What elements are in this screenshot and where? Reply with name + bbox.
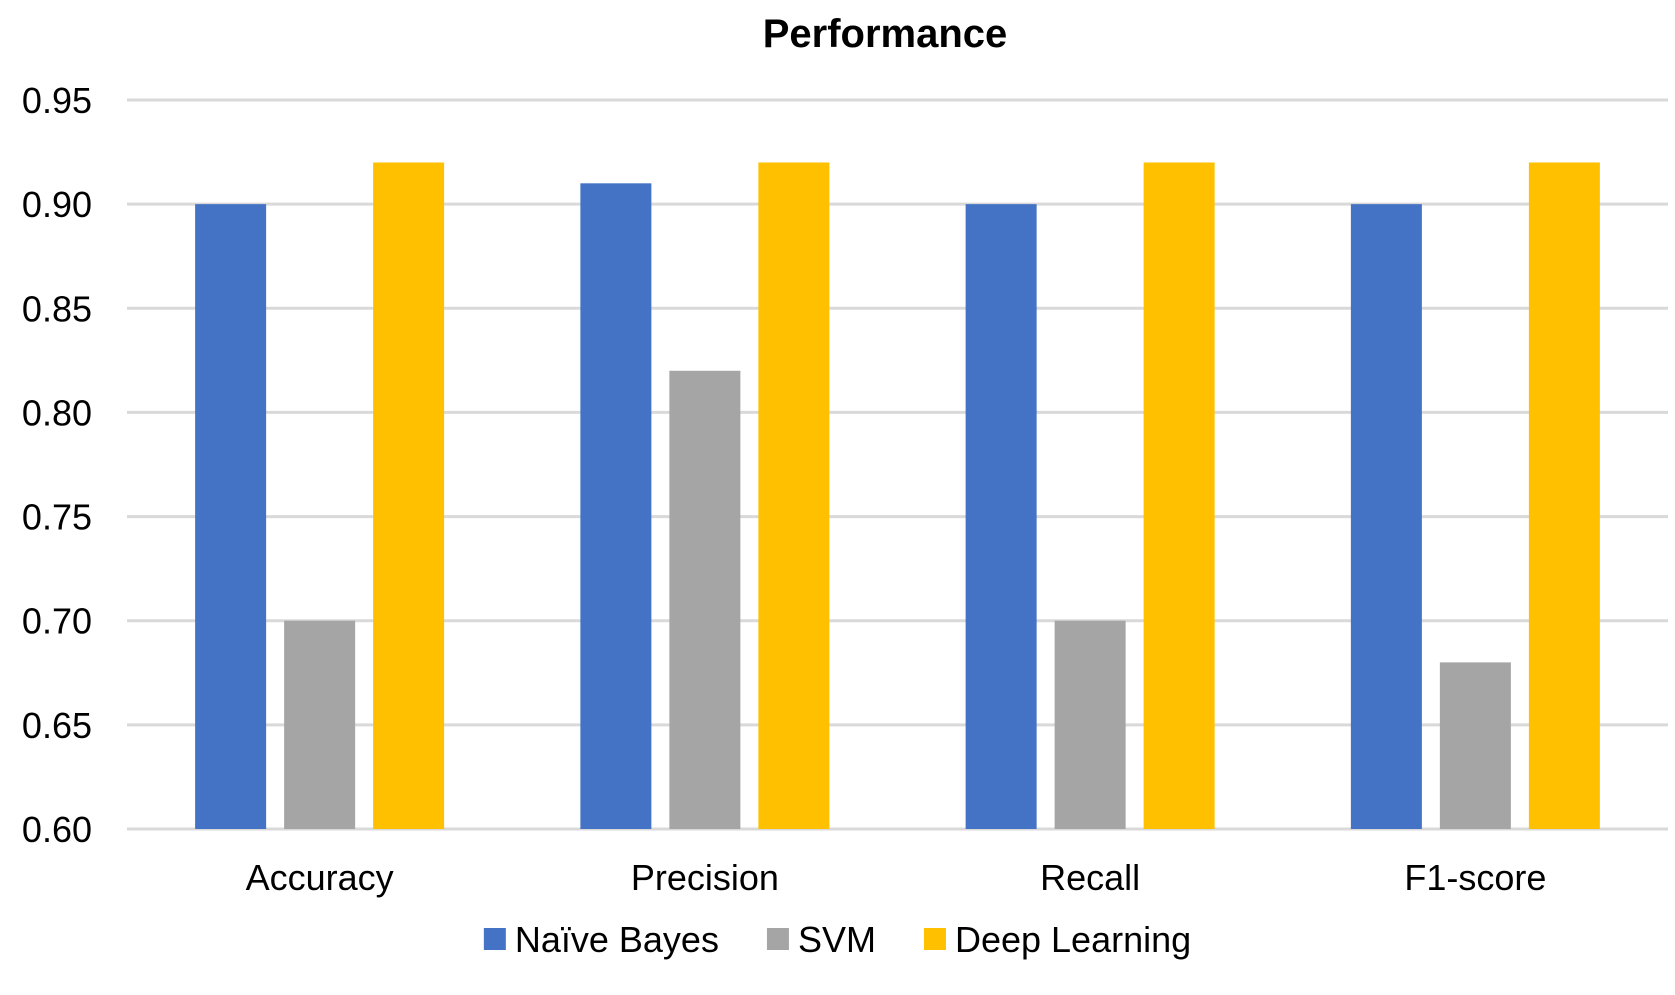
- legend-swatch: [923, 928, 946, 950]
- legend-label: Deep Learning: [955, 919, 1191, 960]
- y-tick-label: 0.60: [22, 809, 92, 850]
- legend-swatch: [766, 928, 789, 950]
- bar-na-ve-bayes-f1-score: [1350, 204, 1422, 830]
- y-tick-label: 0.85: [22, 288, 92, 329]
- y-tick-label: 0.90: [22, 184, 92, 225]
- legend-label: Naïve Bayes: [515, 919, 719, 960]
- x-category-label: Precision: [631, 857, 779, 898]
- y-tick-label: 0.70: [22, 601, 92, 642]
- bar-svm-recall: [1054, 620, 1126, 829]
- gridlines: [127, 98, 1668, 831]
- bars: [195, 162, 1600, 830]
- legend-item: Deep Learning: [923, 919, 1191, 960]
- legend-swatch: [483, 928, 506, 950]
- x-category-label: F1-score: [1404, 857, 1546, 898]
- bar-na-ve-bayes-recall: [965, 204, 1037, 830]
- x-category-label: Recall: [1040, 857, 1140, 898]
- bar-na-ve-bayes-accuracy: [195, 204, 267, 830]
- bar-deep-learning-accuracy: [373, 162, 445, 829]
- bar-svm-f1-score: [1439, 662, 1511, 829]
- chart-title: Performance: [763, 12, 1008, 56]
- x-axis-categories: Accuracy Precision Recall F1-score: [246, 857, 1547, 898]
- bar-deep-learning-recall: [1143, 162, 1215, 829]
- legend-item: Naïve Bayes: [483, 919, 719, 960]
- bar-svm-accuracy: [284, 620, 356, 829]
- bar-svm-precision: [669, 370, 741, 829]
- y-tick-label: 0.80: [22, 392, 92, 433]
- y-tick-label: 0.65: [22, 705, 92, 746]
- legend-label: SVM: [798, 919, 876, 960]
- y-tick-label: 0.75: [22, 497, 92, 538]
- y-tick-label: 0.95: [22, 80, 92, 121]
- y-axis-ticks: 0.60 0.65 0.70 0.75 0.80 0.85 0.90 0.95: [22, 80, 92, 850]
- x-category-label: Accuracy: [246, 857, 394, 898]
- legend-item: SVM: [766, 919, 876, 960]
- bar-na-ve-bayes-precision: [580, 183, 652, 830]
- legend: Naïve Bayes SVM Deep Learning: [483, 919, 1191, 960]
- bar-deep-learning-f1-score: [1528, 162, 1600, 829]
- bar-deep-learning-precision: [758, 162, 830, 829]
